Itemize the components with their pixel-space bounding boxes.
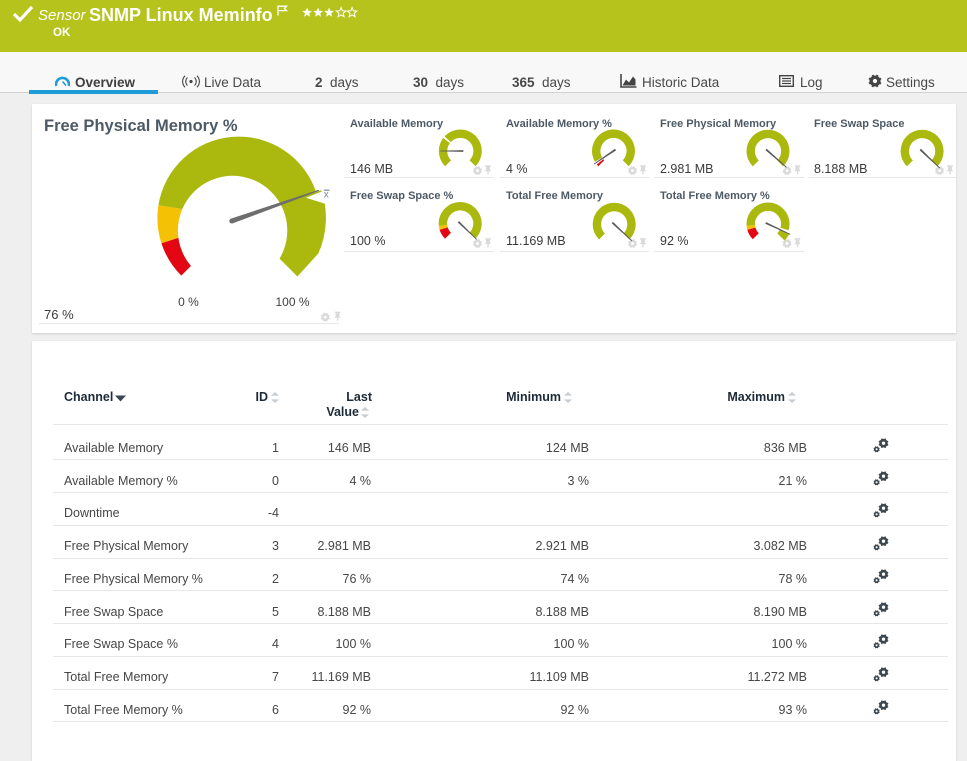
svg-text:x: x: [324, 190, 329, 201]
